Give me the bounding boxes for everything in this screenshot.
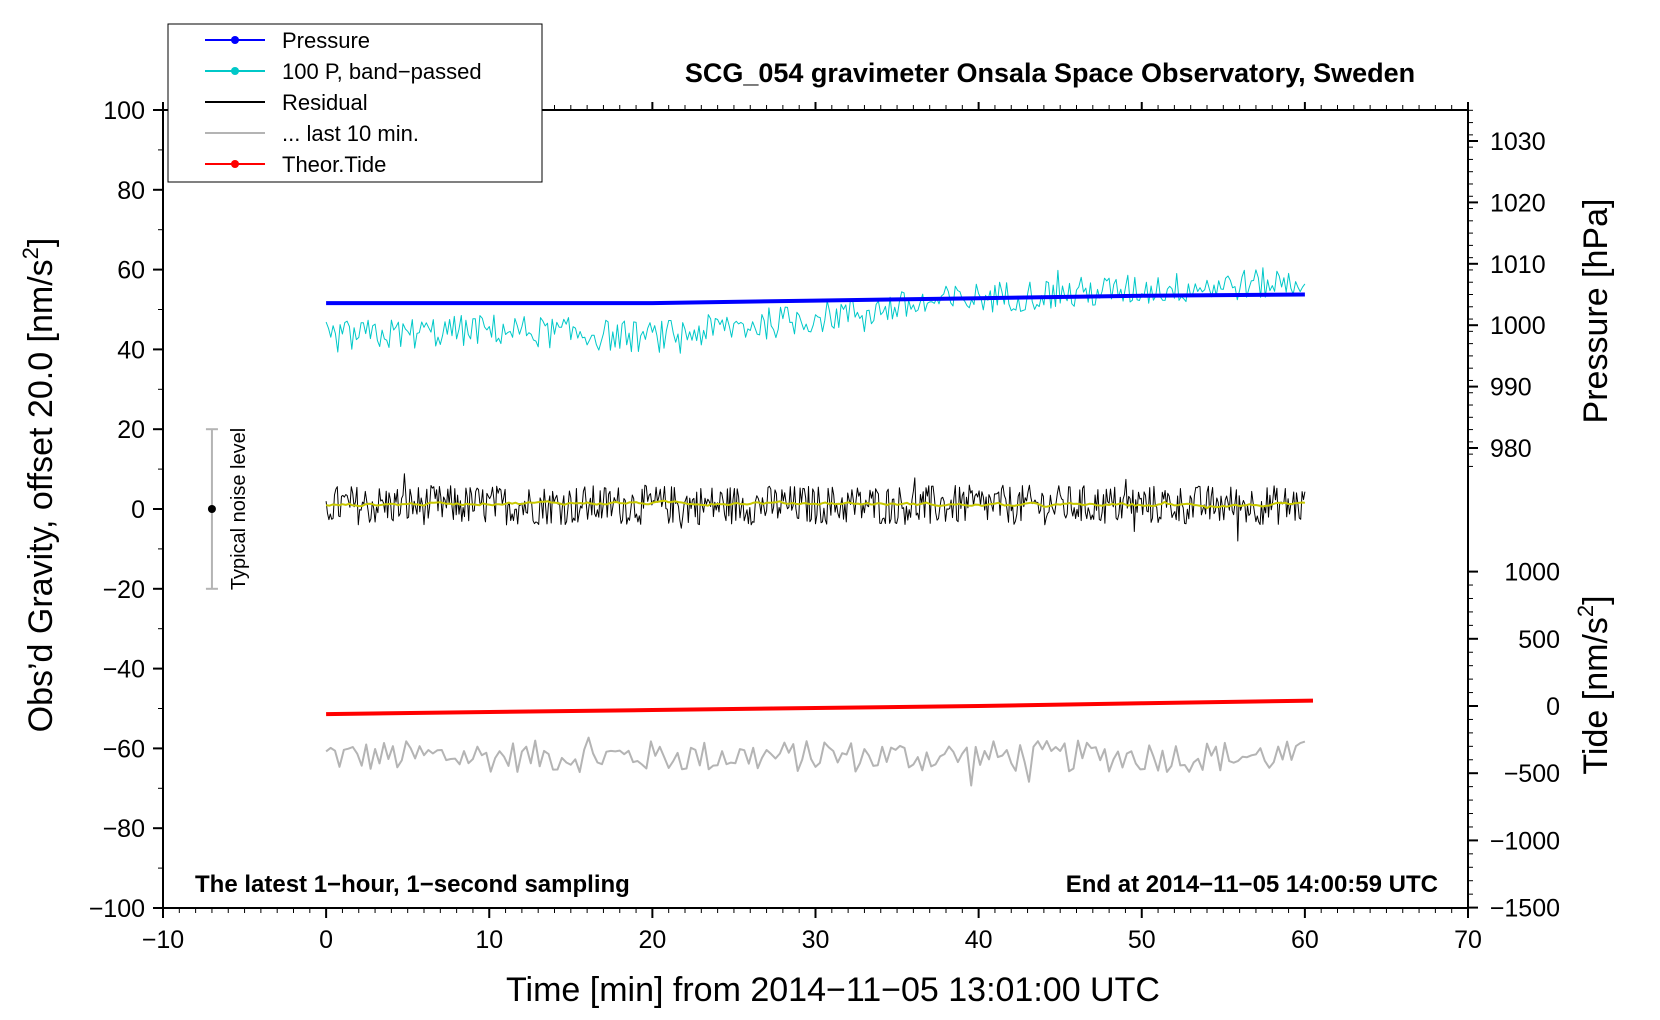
noise-center-dot [207, 505, 216, 513]
y-tick-label: 60 [117, 257, 145, 285]
y-tick-label: −80 [103, 815, 145, 843]
pressure-tick-label: 1000 [1490, 312, 1546, 340]
noise-level-label: Typical noise level [228, 428, 250, 590]
tide-tick-label: −1500 [1490, 895, 1560, 923]
pressure-tick-label: 980 [1490, 435, 1532, 463]
legend-label: ... last 10 min. [282, 121, 419, 146]
y-tick-label: −60 [103, 735, 145, 763]
y-tick-label: −20 [103, 576, 145, 604]
series-layer [325, 267, 1314, 787]
pressure-axis-title: Pressure [hPa] [1577, 199, 1615, 424]
y-tick-label: 40 [117, 336, 145, 364]
end-time-annotation: End at 2014−11−05 14:00:59 UTC [1066, 871, 1438, 898]
x-axis-title: Time [min] from 2014−11−05 13:01:00 UTC [506, 971, 1160, 1009]
legend-marker [231, 160, 239, 168]
legend-label: Residual [282, 90, 368, 115]
y-tick-label: 100 [103, 97, 145, 125]
pressure-tick-label: 990 [1490, 374, 1532, 402]
legend-label: Pressure [282, 28, 370, 53]
plot-frame [162, 109, 1469, 909]
x-tick-label: 70 [1454, 926, 1482, 954]
legend-label: 100 P, band−passed [282, 59, 482, 84]
legend-marker [231, 36, 239, 44]
y-tick-label: −100 [89, 895, 145, 923]
chart-title: SCG_054 gravimeter Onsala Space Observat… [685, 58, 1415, 88]
series-line [326, 698, 1314, 717]
noise-level-indicator: Typical noise level [205, 428, 250, 590]
tide-tick-label: −1000 [1490, 827, 1560, 855]
series-line [325, 267, 1306, 354]
series-line [325, 499, 1305, 509]
pressure-tick-label: 1010 [1490, 251, 1546, 279]
tide-axis-title: Tide [nm/s2] [1573, 595, 1615, 774]
x-tick-label: 60 [1291, 926, 1319, 954]
x-tick-label: 20 [638, 926, 666, 954]
y-tick-label: 80 [117, 177, 145, 205]
x-tick-label: 0 [319, 926, 333, 954]
series-line [325, 473, 1306, 542]
x-tick-label: 50 [1128, 926, 1156, 954]
tide-tick-label: 0 [1546, 693, 1560, 721]
sampling-annotation: The latest 1−hour, 1−second sampling [195, 871, 630, 898]
x-tick-label: 30 [802, 926, 830, 954]
pressure-tick-label: 1020 [1490, 189, 1546, 217]
y-tick-label: 20 [117, 416, 145, 444]
x-tick-label: −10 [142, 926, 184, 954]
tide-tick-label: 1000 [1504, 559, 1560, 587]
series-line [325, 736, 1306, 787]
legend-label: Theor.Tide [282, 152, 386, 177]
x-tick-label: 10 [475, 926, 503, 954]
x-tick-label: 40 [965, 926, 993, 954]
tide-tick-label: 500 [1518, 626, 1560, 654]
legend: Pressure 100 P, band−passed Residual ... la… [167, 23, 543, 183]
ticks-layer: −10 0 10 20 30 40 50 60 70−100−80−60−40−20020406… [89, 97, 1560, 954]
y-tick-label: 0 [131, 496, 145, 524]
legend-marker [231, 67, 239, 75]
y-tick-label: −40 [103, 656, 145, 684]
y-axis-title: Obs’d Gravity, offset 20.0 [nm/s2] [18, 238, 60, 733]
pressure-tick-label: 1030 [1490, 128, 1546, 156]
series-line [326, 292, 1305, 306]
tide-tick-label: −500 [1504, 760, 1560, 788]
